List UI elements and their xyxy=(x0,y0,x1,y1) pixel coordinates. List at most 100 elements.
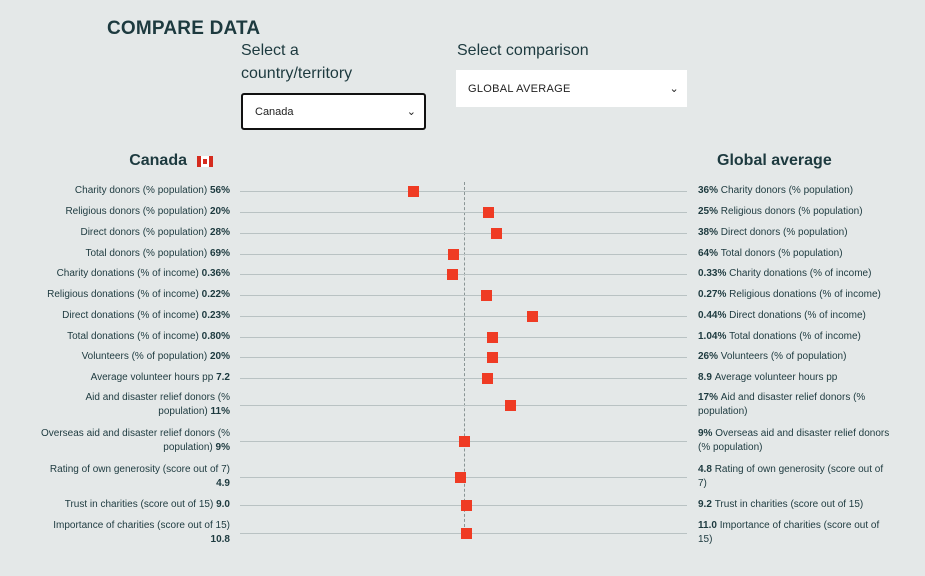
country-value: 9% xyxy=(212,442,230,453)
left-column-heading: Canada xyxy=(129,152,213,170)
row-label-text: Religious donors (% population) xyxy=(65,206,208,217)
row-label-comparison: 1.04% Total donations (% of income) xyxy=(698,330,910,344)
comparison-marker xyxy=(487,351,499,363)
comparison-marker xyxy=(481,372,493,384)
row-label-text: Average volunteer hours pp xyxy=(714,372,838,383)
comparison-marker xyxy=(447,268,459,280)
comparison-marker xyxy=(480,289,492,301)
row-label-text: Direct donors (% population) xyxy=(80,227,208,238)
row-label-text: Overseas aid and disaster relief donors … xyxy=(41,428,230,439)
row-label-text: Direct donations (% of income) xyxy=(62,310,199,321)
comparison-select[interactable]: GLOBAL AVERAGE ⌄ xyxy=(456,70,687,107)
comparison-value: 38% xyxy=(698,227,721,238)
row-label-text: (% population) xyxy=(698,442,763,453)
row-label-country: Total donors (% population) 69% xyxy=(10,247,230,261)
right-column-heading: Global average xyxy=(717,152,832,169)
row-label-text: Religious donations (% of income) xyxy=(47,289,199,300)
row-label-country: Charity donors (% population) 56% xyxy=(10,184,230,198)
country-value: 11% xyxy=(207,406,230,417)
country-select-label-line1: Select a xyxy=(241,42,299,59)
row-label-comparison: 0.44% Direct donations (% of income) xyxy=(698,309,910,323)
country-value: 0.36% xyxy=(198,268,230,279)
row-label-text: Volunteers (% of population) xyxy=(720,351,847,362)
row-gridline xyxy=(240,274,687,275)
comparison-select-label: Select comparison xyxy=(457,42,589,59)
row-label-text: population) xyxy=(158,406,208,417)
country-select[interactable]: Canada ⌄ xyxy=(241,93,426,130)
row-label-country: Total donations (% of income) 0.80% xyxy=(10,330,230,344)
country-value: 4.9 xyxy=(216,478,230,489)
row-label-country: Direct donations (% of income) 0.23% xyxy=(10,309,230,323)
row-label-comparison: 8.9 Average volunteer hours pp xyxy=(698,371,910,385)
row-label-text: Importance of charities (score out of xyxy=(719,520,880,531)
row-label-text: Total donors (% population) xyxy=(720,248,843,259)
country-value: 9.0 xyxy=(213,499,230,510)
row-label-comparison: 4.8 Rating of own generosity (score out … xyxy=(698,463,910,491)
comparison-value: 36% xyxy=(698,185,721,196)
comparison-marker xyxy=(504,399,516,411)
comparison-marker xyxy=(460,527,472,539)
row-label-country: Trust in charities (score out of 15) 9.0 xyxy=(10,498,230,512)
row-label-comparison: 64% Total donors (% population) xyxy=(698,247,910,261)
row-label-country: Aid and disaster relief donors (% populat… xyxy=(10,391,230,419)
country-value: 0.23% xyxy=(198,310,230,321)
row-label-country: Rating of own generosity (score out of 7… xyxy=(10,463,230,491)
country-select-label: Select a country/territory xyxy=(241,39,352,85)
comparison-marker xyxy=(527,310,539,322)
comparison-marker xyxy=(491,227,503,239)
comparison-value: 25% xyxy=(698,206,721,217)
row-label-text: Total donations (% of income) xyxy=(67,331,199,342)
country-select-label-line2: country/territory xyxy=(241,65,353,82)
row-label-text: Charity donors (% population) xyxy=(74,185,208,196)
row-label-text: 7) xyxy=(698,478,707,489)
page-title: COMPARE DATA xyxy=(107,18,261,39)
row-label-text: Religious donors (% population) xyxy=(720,206,863,217)
row-gridline xyxy=(240,357,687,358)
country-select-value: Canada xyxy=(255,105,294,118)
row-gridline xyxy=(240,233,687,234)
row-label-text: Overseas aid and disaster relief donors xyxy=(715,428,890,439)
comparison-value: 17% xyxy=(698,392,721,403)
row-label-country: Overseas aid and disaster relief donors … xyxy=(10,427,230,455)
row-label-text: Religious donations (% of income) xyxy=(729,289,881,300)
comparison-marker xyxy=(455,471,467,483)
comparison-value: 8.9 xyxy=(698,372,715,383)
row-label-text: Direct donations (% of income) xyxy=(729,310,866,321)
row-label-text: Rating of own generosity (score out of xyxy=(714,464,884,475)
row-label-comparison: 9.2 Trust in charities (score out of 15) xyxy=(698,498,910,512)
country-value: 0.80% xyxy=(198,331,230,342)
row-label-text: Direct donors (% population) xyxy=(720,227,848,238)
row-gridline xyxy=(240,316,687,317)
comparison-value: 0.44% xyxy=(698,310,730,321)
row-gridline xyxy=(240,212,687,213)
row-label-text: Aid and disaster relief donors (% xyxy=(720,392,866,403)
row-label-country: Direct donors (% population) 28% xyxy=(10,226,230,240)
row-label-country: Charity donations (% of income) 0.36% xyxy=(10,267,230,281)
country-value: 56% xyxy=(207,185,230,196)
country-value: 20% xyxy=(207,206,230,217)
row-label-text: Aid and disaster relief donors (% xyxy=(85,392,230,403)
row-label-comparison: 0.27% Religious donations (% of income) xyxy=(698,288,910,302)
row-label-country: Importance of charities (score out of 15… xyxy=(10,519,230,547)
country-name: Canada xyxy=(129,152,187,169)
comparison-select-value: GLOBAL AVERAGE xyxy=(468,82,571,95)
comparison-value: 0.33% xyxy=(698,268,730,279)
row-label-comparison: 26% Volunteers (% of population) xyxy=(698,350,910,364)
comparison-value: 9% xyxy=(698,428,716,439)
country-value: 10.8 xyxy=(210,534,230,545)
row-gridline xyxy=(240,295,687,296)
row-gridline xyxy=(240,337,687,338)
comparison-value: 11.0 xyxy=(698,520,720,531)
row-label-text: Charity donations (% of income) xyxy=(729,268,872,279)
comparison-marker xyxy=(458,435,470,447)
row-label-comparison: 36% Charity donors (% population) xyxy=(698,184,910,198)
row-gridline xyxy=(240,378,687,379)
comparison-marker xyxy=(460,499,472,511)
country-value: 7.2 xyxy=(213,372,230,383)
comparison-value: 4.8 xyxy=(698,464,715,475)
row-label-text: population) xyxy=(698,406,748,417)
row-label-comparison: 25% Religious donors (% population) xyxy=(698,205,910,219)
country-value: 69% xyxy=(207,248,230,259)
comparison-marker xyxy=(448,248,460,260)
row-label-text: 15) xyxy=(698,534,713,545)
